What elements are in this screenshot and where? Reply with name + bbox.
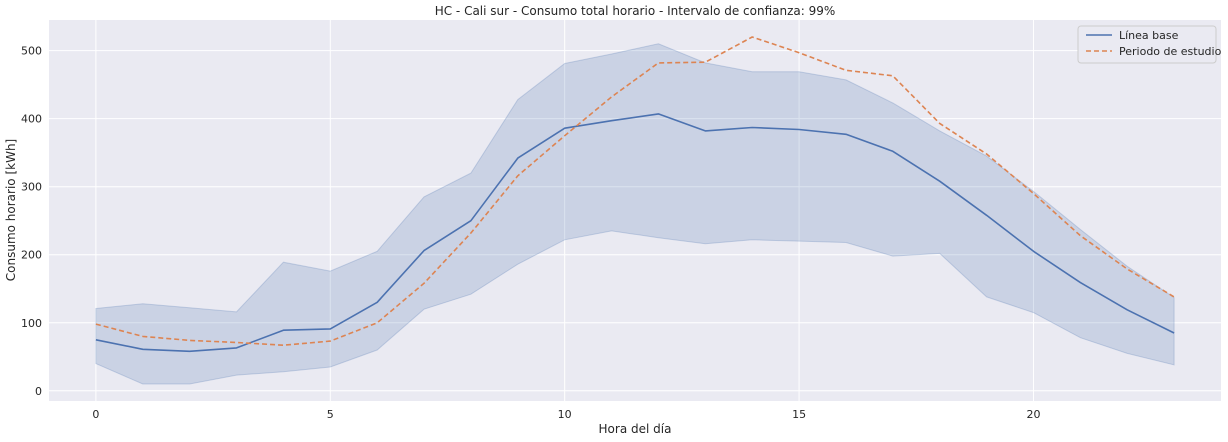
x-axis-label: Hora del día: [599, 422, 672, 436]
y-tick-label: 300: [21, 181, 42, 194]
x-tick-label: 5: [327, 408, 334, 421]
x-tick-label: 15: [792, 408, 806, 421]
y-tick-label: 200: [21, 249, 42, 262]
x-tick-label: 20: [1026, 408, 1040, 421]
series-line-1: [95, 36, 1175, 347]
confidence-band: [95, 43, 1175, 385]
x-tick-label: 0: [92, 408, 99, 421]
y-axis-label: Consumo horario [kWh]: [4, 139, 18, 281]
grid: [49, 20, 1221, 401]
plot-background: [49, 20, 1221, 401]
series-line-0: [95, 113, 1175, 353]
ci-band-linea-base: [95, 43, 1175, 385]
legend-label-periodo-de-estudio: Periodo de estudio: [1119, 45, 1222, 58]
chart-title: HC - Cali sur - Consumo total horario - …: [435, 4, 836, 18]
series-lines: [95, 36, 1175, 353]
y-tick-label: 400: [21, 113, 42, 126]
y-tick-label: 0: [35, 385, 42, 398]
x-tick-label: 10: [558, 408, 572, 421]
y-tick-label: 500: [21, 45, 42, 58]
legend-box: [1077, 25, 1217, 64]
legend: Línea base Periodo de estudio: [1077, 25, 1222, 64]
legend-label-linea-base: Línea base: [1119, 29, 1179, 42]
y-tick-label: 100: [21, 317, 42, 330]
